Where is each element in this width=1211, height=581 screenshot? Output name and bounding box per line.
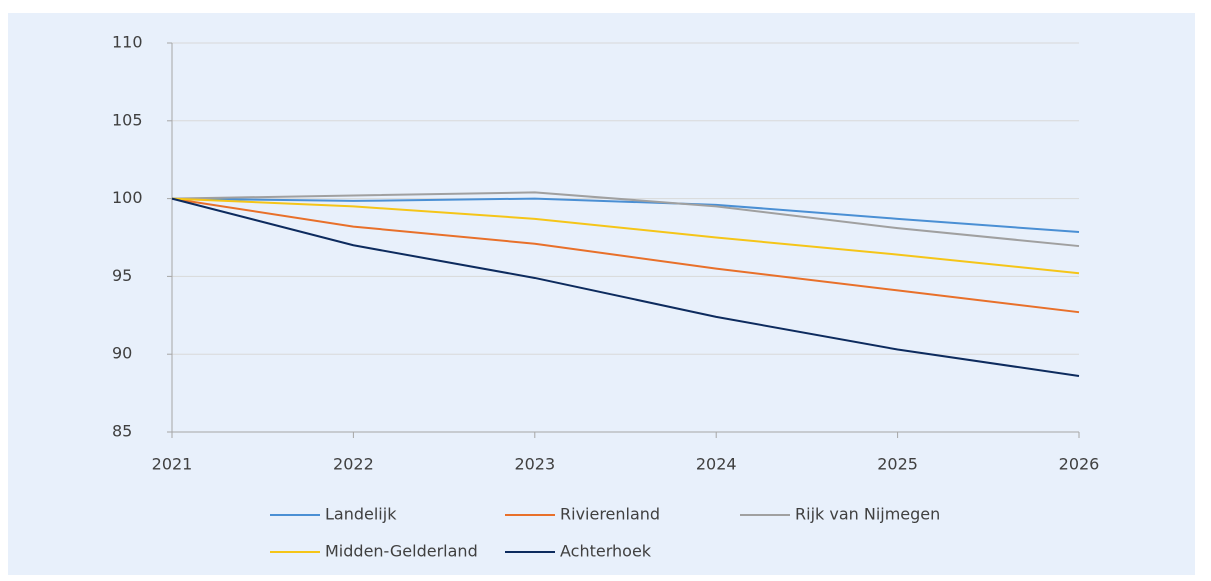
y-tick-label: 95: [112, 266, 132, 285]
legend-label: Rivierenland: [560, 505, 660, 524]
x-tick-label: 2025: [877, 455, 918, 474]
x-tick-label: 2026: [1059, 455, 1100, 474]
legend-label: Rijk van Nijmegen: [795, 505, 940, 524]
y-tick-label: 90: [112, 344, 132, 363]
x-tick-label: 2021: [152, 455, 193, 474]
x-tick-label: 2022: [333, 455, 374, 474]
y-tick-label: 85: [112, 422, 132, 441]
legend-label: Achterhoek: [560, 542, 652, 561]
x-tick-label: 2023: [514, 455, 555, 474]
y-tick-label: 100: [112, 188, 143, 207]
series-line: [171, 197, 1080, 314]
x-tick-label: 2024: [696, 455, 737, 474]
series-line: [171, 197, 1080, 234]
series-line: [171, 191, 1080, 248]
legend-label: Landelijk: [325, 505, 397, 524]
chart-background: [8, 13, 1195, 575]
series-line: [171, 197, 1080, 377]
y-tick-label: 110: [112, 33, 143, 52]
y-tick-label: 105: [112, 110, 143, 129]
legend-label: Midden-Gelderland: [325, 542, 478, 561]
series-line: [171, 197, 1080, 275]
